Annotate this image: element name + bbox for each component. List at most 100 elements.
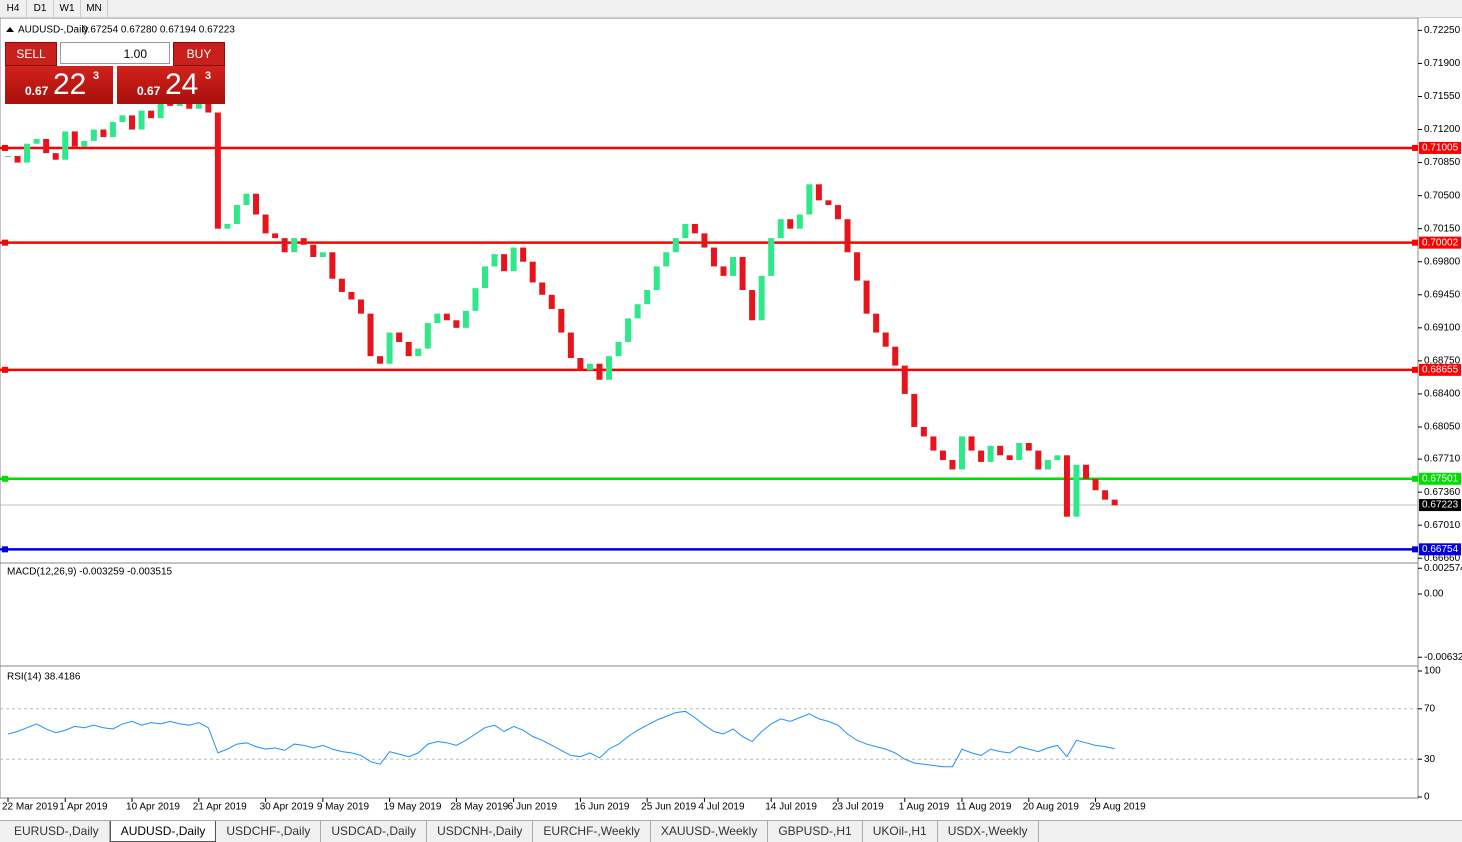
candle xyxy=(854,252,861,281)
current-price-box xyxy=(1419,499,1461,512)
candle xyxy=(300,238,307,245)
candle xyxy=(796,214,803,229)
y-tick-label: 0.70150 xyxy=(1424,223,1461,234)
candle xyxy=(586,363,593,371)
candle xyxy=(672,238,679,253)
x-tick-label: 1 Apr 2019 xyxy=(59,802,108,813)
candle xyxy=(14,155,21,163)
timeframe-button[interactable]: MN xyxy=(81,0,108,17)
candle xyxy=(653,266,660,291)
level-label: 0.67501 xyxy=(1422,473,1459,484)
candle xyxy=(749,290,756,321)
chart-tab[interactable]: USDX-,Weekly xyxy=(938,821,1039,842)
x-tick-label: 19 May 2019 xyxy=(384,802,442,813)
chart-frame xyxy=(0,17,1419,799)
chart-tab[interactable]: XAUUSD-,Weekly xyxy=(651,821,769,842)
bid-tile[interactable]: 0.67 22 3 xyxy=(5,66,113,104)
candle xyxy=(138,110,145,130)
x-tick-label: 30 Apr 2019 xyxy=(260,802,314,813)
candle xyxy=(405,341,412,357)
level-handle xyxy=(1412,475,1418,482)
candle xyxy=(682,223,689,239)
x-tick-label: 9 May 2019 xyxy=(317,802,370,813)
candle xyxy=(434,313,441,324)
x-tick-label: 10 Apr 2019 xyxy=(126,802,180,813)
y-tick-label: 30 xyxy=(1424,754,1436,765)
candle xyxy=(5,155,11,157)
ask-tile[interactable]: 0.67 24 3 xyxy=(117,66,225,104)
level-handle xyxy=(1412,366,1418,373)
chart-tab[interactable]: EURUSD-,Daily xyxy=(4,821,110,842)
chart-tab[interactable]: GBPUSD-,H1 xyxy=(768,821,863,842)
candle xyxy=(148,110,155,119)
candle xyxy=(834,205,841,220)
chart-tab[interactable]: USDCAD-,Daily xyxy=(321,821,428,842)
symbol-title: AUDUSD-,Daily xyxy=(18,25,89,36)
level-handle xyxy=(2,546,8,553)
candle xyxy=(396,332,403,342)
candle xyxy=(730,257,737,276)
candle xyxy=(319,252,326,258)
candle xyxy=(615,341,622,357)
y-tick-label: 0.69450 xyxy=(1424,289,1461,300)
x-tick-label: 14 Jul 2019 xyxy=(765,802,817,813)
lot-input[interactable]: 1.00 xyxy=(60,42,170,64)
x-tick-label: 4 Jul 2019 xyxy=(698,802,745,813)
current-price-label: 0.67223 xyxy=(1422,500,1459,511)
y-tick-label: 70 xyxy=(1424,703,1436,714)
timeframe-button[interactable]: H4 xyxy=(0,0,27,17)
buy-button[interactable]: BUY xyxy=(173,42,225,66)
timeframe-button[interactable]: D1 xyxy=(27,0,54,17)
level-box xyxy=(1419,141,1461,154)
candle xyxy=(100,129,107,138)
candle xyxy=(157,101,164,119)
candle xyxy=(1006,455,1013,461)
candle xyxy=(787,219,794,229)
chart-tab[interactable]: USDCNH-,Daily xyxy=(427,821,534,842)
candle xyxy=(1073,464,1080,517)
candle xyxy=(214,112,221,229)
level-handle xyxy=(1412,546,1418,553)
y-tick-label: 0.66660 xyxy=(1424,553,1461,564)
candle xyxy=(939,450,946,461)
chart-tab[interactable]: UKOil-,H1 xyxy=(863,821,938,842)
y-tick-label: 0.72250 xyxy=(1424,25,1461,36)
x-tick-label: 28 May 2019 xyxy=(450,802,508,813)
chart-tab[interactable]: AUDUSD-,Daily xyxy=(109,821,217,842)
candle xyxy=(329,252,336,279)
one-click-trading: SELL 1.00 BUY 0.67 22 3 0.67 24 3 xyxy=(5,42,225,105)
candle xyxy=(338,278,345,292)
level-box xyxy=(1419,363,1461,376)
x-tick-label: 20 Aug 2019 xyxy=(1023,802,1080,813)
macd-title: MACD(12,26,9) -0.003259 -0.003515 xyxy=(7,567,173,578)
candle xyxy=(81,140,88,147)
chart-tab[interactable]: USDCHF-,Daily xyxy=(216,821,322,842)
candle xyxy=(233,205,240,224)
candle xyxy=(739,257,746,291)
y-tick-label: 0.68050 xyxy=(1424,422,1461,433)
candle xyxy=(901,365,908,394)
candle xyxy=(472,288,479,311)
level-handle xyxy=(2,366,8,373)
sell-button[interactable]: SELL xyxy=(5,42,57,66)
candle xyxy=(949,460,956,470)
ask-prefix: 0.67 xyxy=(137,84,161,98)
chart-tab[interactable]: EURCHF-,Weekly xyxy=(533,821,651,842)
candle xyxy=(224,223,231,229)
candle xyxy=(1083,464,1090,479)
level-box xyxy=(1419,543,1461,556)
candle xyxy=(119,115,126,122)
x-tick-label: 23 Jul 2019 xyxy=(832,802,884,813)
candle xyxy=(367,313,374,357)
candle xyxy=(1025,443,1032,451)
y-tick-label: 0.71200 xyxy=(1424,124,1461,135)
candle xyxy=(291,238,298,253)
candle xyxy=(1035,450,1042,470)
candle xyxy=(415,348,422,357)
timeframe-button[interactable]: W1 xyxy=(54,0,81,17)
level-handle xyxy=(2,239,8,246)
candle xyxy=(892,346,899,366)
candle xyxy=(959,436,965,470)
level-handle xyxy=(1412,239,1418,246)
